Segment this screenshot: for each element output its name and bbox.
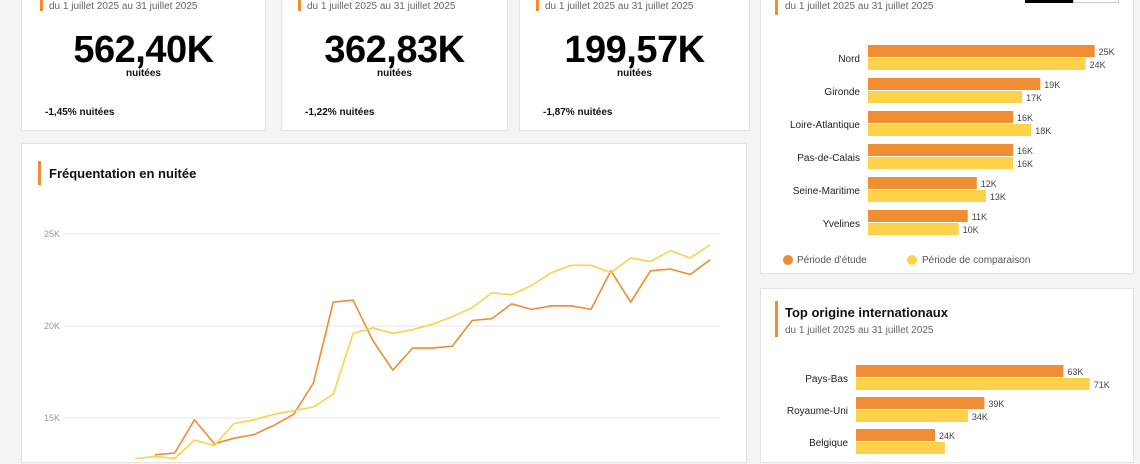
- bar-comparison: [856, 378, 1090, 390]
- y-tick-label: 20K: [44, 321, 60, 331]
- kpi-delta: -1,45% nuitées: [45, 107, 115, 118]
- international-date: du 1 juillet 2025 au 31 juillet 2025: [785, 325, 934, 336]
- bar-value-label: 12K: [981, 179, 997, 189]
- bar-value-label: 11K: [972, 212, 987, 222]
- bar-study: [868, 144, 1014, 156]
- kpi-accent-bar: [536, 0, 539, 11]
- bar-study: [868, 78, 1041, 90]
- bar-value-label: 10K: [963, 225, 979, 235]
- y-tick-label: 15K: [44, 413, 60, 423]
- bar-study: [868, 111, 1014, 123]
- bar-value-label: 39K: [988, 399, 1004, 409]
- category-label: Seine-Maritime: [793, 186, 861, 197]
- top-departments-accent-bar: [775, 0, 778, 15]
- category-label: Gironde: [824, 87, 860, 98]
- series-comparison-line: [134, 244, 711, 460]
- category-label: Pays-Bas: [805, 374, 848, 385]
- bar-value-label: 19K: [1044, 80, 1060, 90]
- series-study-line: [154, 259, 711, 456]
- bar-value-label: 16K: [1017, 146, 1033, 156]
- period-toggle-active[interactable]: [1025, 0, 1073, 3]
- kpi-delta: -1,87% nuitées: [543, 107, 613, 118]
- bar-value-label: 71K: [1094, 380, 1110, 390]
- line-chart-accent-bar: [38, 161, 41, 185]
- line-chart-card: Fréquentation en nuitée 15K 20K 25K: [21, 143, 747, 463]
- kpi-date: du 1 juillet 2025 au 31 juillet 2025: [307, 1, 456, 12]
- bar-study: [856, 365, 1064, 377]
- bar-comparison: [856, 410, 968, 422]
- kpi-unit: nuitées: [616, 68, 652, 79]
- bar-study: [868, 45, 1095, 57]
- kpi-date: du 1 juillet 2025 au 31 juillet 2025: [49, 1, 198, 12]
- period-toggle-inactive[interactable]: [1073, 0, 1119, 3]
- bar-study: [868, 177, 977, 189]
- bar-value-label: 63K: [1067, 367, 1083, 377]
- top-departments-card: du 1 juillet 2025 au 31 juillet 2025 Nor…: [760, 0, 1134, 274]
- bar-value-label: 24K: [939, 431, 955, 441]
- category-label: Belgique: [809, 438, 848, 449]
- kpi-value: 362,83K: [324, 29, 465, 71]
- legend-comparison-dot: [907, 255, 917, 265]
- international-accent-bar: [775, 301, 778, 337]
- bar-value-label: 17K: [1026, 93, 1042, 103]
- kpi-accent-bar: [40, 0, 43, 11]
- bar-comparison: [868, 124, 1032, 136]
- kpi-card-1: du 1 juillet 2025 au 31 juillet 2025 562…: [21, 0, 266, 131]
- bar-comparison: [868, 157, 1014, 169]
- line-chart: 15K 20K 25K: [44, 229, 720, 460]
- kpi-delta: -1,22% nuitées: [305, 107, 375, 118]
- kpi-accent-bar: [298, 0, 301, 11]
- bar-study: [856, 397, 985, 409]
- bar-value-label: 16K: [1017, 113, 1033, 123]
- legend-study-dot: [783, 255, 793, 265]
- kpi-unit: nuitées: [125, 68, 161, 79]
- kpi-unit: nuitées: [376, 68, 412, 79]
- bar-study: [856, 429, 935, 441]
- bar-comparison: [856, 442, 945, 454]
- bar-value-label: 18K: [1035, 126, 1051, 136]
- bar-comparison: [868, 91, 1023, 103]
- kpi-value: 199,57K: [564, 29, 705, 71]
- bar-value-label: 34K: [972, 412, 988, 422]
- bar-value-label: 16K: [1017, 159, 1033, 169]
- bar-comparison: [868, 223, 959, 235]
- bar-comparison: [868, 190, 986, 202]
- legend-comparison-label: Période de comparaison: [922, 255, 1031, 266]
- category-label: Loire-Atlantique: [790, 120, 860, 131]
- category-label: Yvelines: [823, 219, 860, 230]
- bar-value-label: 25K: [1099, 47, 1115, 57]
- category-label: Pas-de-Calais: [797, 153, 860, 164]
- category-label: Nord: [838, 54, 860, 65]
- line-chart-title: Fréquentation en nuitée: [49, 166, 197, 181]
- bar-value-label: 24K: [1090, 60, 1106, 70]
- international-title: Top origine internationaux: [785, 305, 948, 320]
- category-label: Royaume-Uni: [787, 406, 848, 417]
- bar-study: [868, 210, 968, 222]
- kpi-value: 562,40K: [73, 29, 214, 71]
- kpi-card-3: du 1 juillet 2025 au 31 juillet 2025 199…: [519, 0, 750, 131]
- kpi-date: du 1 juillet 2025 au 31 juillet 2025: [545, 1, 694, 12]
- y-tick-label: 25K: [44, 229, 60, 239]
- top-departments-date: du 1 juillet 2025 au 31 juillet 2025: [785, 1, 934, 12]
- bar-value-label: 13K: [990, 192, 1006, 202]
- international-origins-card: Top origine internationaux du 1 juillet …: [760, 288, 1134, 463]
- bar-comparison: [868, 58, 1086, 70]
- kpi-card-2: du 1 juillet 2025 au 31 juillet 2025 362…: [281, 0, 508, 131]
- legend-study-label: Période d'étude: [797, 255, 867, 266]
